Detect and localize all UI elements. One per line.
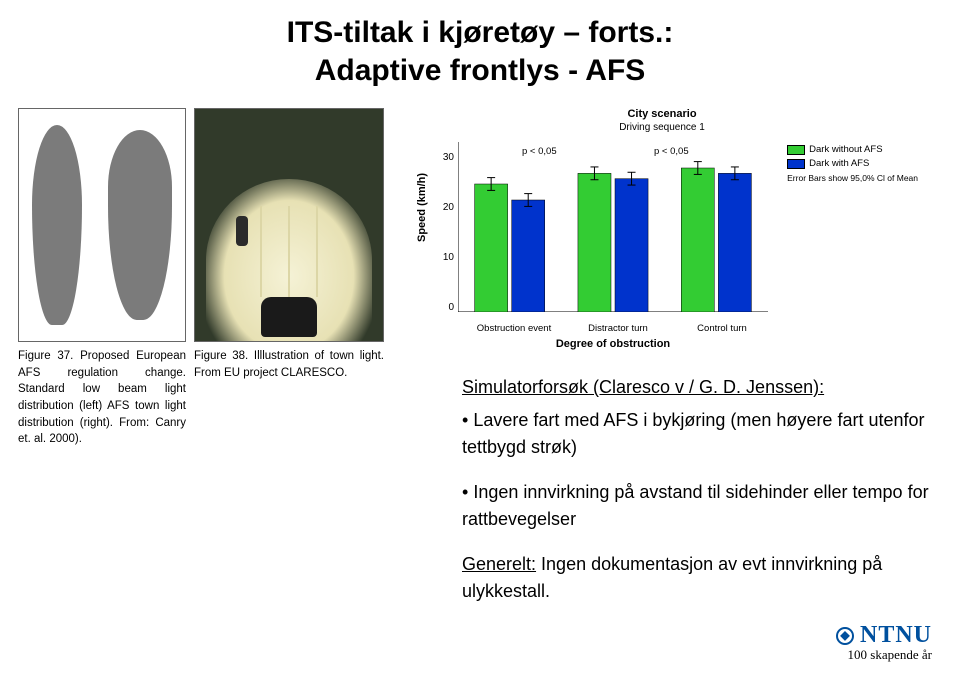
info-general-label: Generelt: bbox=[462, 554, 536, 574]
figure-38: Figure 38. Illlustration of town light. … bbox=[194, 108, 384, 605]
footer: ◆ NTNU 100 skapende år bbox=[836, 622, 932, 663]
figure-37-caption: Figure 37. Proposed European AFS regulat… bbox=[18, 348, 186, 448]
legend-note: Error Bars show 95,0% Cl of Mean bbox=[787, 173, 918, 183]
ntnu-mark-icon: ◆ bbox=[836, 627, 854, 645]
car-icon bbox=[261, 297, 317, 337]
info-bullet: Ingen innvirkning på avstand til sidehin… bbox=[462, 479, 932, 533]
ytick: 20 bbox=[438, 202, 454, 213]
ytick: 30 bbox=[438, 152, 454, 163]
p-value-label: p < 0,05 bbox=[654, 146, 689, 157]
title-line-2: Adaptive frontlys - AFS bbox=[315, 54, 646, 87]
content-row: Figure 37. Proposed European AFS regulat… bbox=[18, 108, 932, 605]
ntnu-tagline: 100 skapende år bbox=[836, 647, 932, 663]
lane-marker bbox=[316, 206, 318, 297]
info-bullet: Lavere fart med AFS i bykjøring (men høy… bbox=[462, 407, 932, 461]
figure-37: Figure 37. Proposed European AFS regulat… bbox=[18, 108, 186, 605]
pedestrian-icon bbox=[236, 216, 248, 246]
bar-chart: City scenario Driving sequence 1 Speed (… bbox=[402, 108, 922, 344]
chart-y-label: Speed (km/h) bbox=[416, 173, 428, 242]
info-list: Lavere fart med AFS i bykjøring (men høy… bbox=[462, 407, 932, 533]
chart-plot-area bbox=[458, 142, 768, 312]
legend-label: Dark without AFS bbox=[809, 144, 882, 155]
beam-silhouette-standard bbox=[32, 125, 82, 325]
chart-legend: Dark without AFS Dark with AFS Error Bar… bbox=[787, 144, 918, 183]
figure-38-panel bbox=[194, 108, 384, 342]
slide-title: ITS-tiltak i kjøretøy – forts.: Adaptive… bbox=[0, 0, 960, 89]
figure-38-caption: Figure 38. Illlustration of town light. … bbox=[194, 348, 384, 381]
xtick: Distractor turn bbox=[568, 323, 668, 334]
legend-label: Dark with AFS bbox=[809, 158, 869, 169]
p-value-label: p < 0,05 bbox=[522, 146, 557, 157]
chart-title-main: City scenario bbox=[402, 108, 922, 120]
legend-swatch-icon bbox=[787, 145, 805, 155]
ntnu-logo: ◆ NTNU bbox=[836, 622, 932, 649]
chart-svg bbox=[458, 142, 768, 312]
info-heading: Simulatorforsøk (Claresco v / G. D. Jens… bbox=[462, 374, 932, 401]
chart-title-sub: Driving sequence 1 bbox=[402, 122, 922, 133]
lane-marker bbox=[288, 206, 290, 297]
ytick: 0 bbox=[438, 302, 454, 313]
chart-x-label: Degree of obstruction bbox=[458, 338, 768, 350]
beam-silhouette-afs bbox=[108, 130, 172, 320]
info-general: Generelt: Ingen dokumentasjon av evt inn… bbox=[462, 551, 932, 605]
legend-item: Dark without AFS bbox=[787, 144, 918, 155]
lane-marker bbox=[260, 206, 262, 297]
figure-37-panel bbox=[18, 108, 186, 342]
right-column: City scenario Driving sequence 1 Speed (… bbox=[402, 108, 932, 605]
title-line-1: ITS-tiltak i kjøretøy – forts.: bbox=[287, 16, 674, 49]
xtick: Control turn bbox=[672, 323, 772, 334]
ytick: 10 bbox=[438, 252, 454, 263]
info-block: Simulatorforsøk (Claresco v / G. D. Jens… bbox=[462, 374, 932, 605]
xtick: Obstruction event bbox=[464, 323, 564, 334]
legend-item: Dark with AFS bbox=[787, 158, 918, 169]
ntnu-brand: NTNU bbox=[860, 622, 932, 649]
legend-swatch-icon bbox=[787, 159, 805, 169]
